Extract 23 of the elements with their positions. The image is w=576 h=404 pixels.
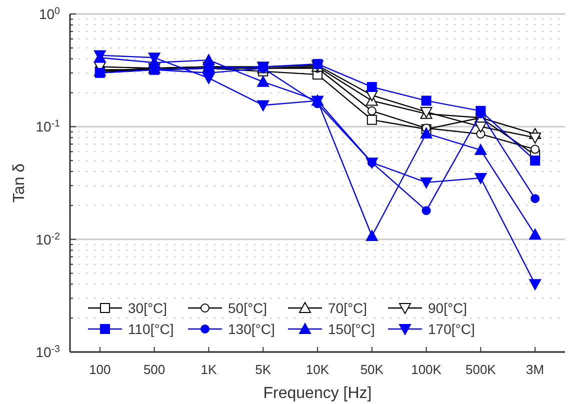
y-tick-label: 10$^{0}$	[38, 6, 61, 22]
y-axis-title: Tan δ	[11, 163, 28, 203]
x-tick-label: 10K	[306, 362, 330, 377]
x-tick-label: 500K	[466, 362, 496, 377]
x-tick-label: 100	[89, 362, 111, 377]
x-tick-label: 100K	[411, 362, 442, 377]
legend-label: 150[°C]	[328, 321, 375, 337]
x-tick-label: 500	[143, 362, 166, 377]
legend-label: 130[°C]	[228, 321, 275, 337]
x-tick-label: 50K	[360, 362, 384, 377]
legend-label: 110[°C]	[128, 321, 174, 337]
y-tick-label: 10$^{-2}$	[36, 230, 60, 248]
y-tick-label: 10$^{-1}$	[36, 118, 60, 135]
legend-label: 50[°C]	[228, 300, 268, 316]
y-tick-label: 10$^{-3}$	[36, 344, 61, 360]
x-axis-title: Frequency [Hz]	[263, 385, 372, 402]
x-tick-label: 3M	[526, 362, 544, 377]
x-tick-label: 5K	[255, 362, 272, 377]
legend-label: 170[°C]	[428, 321, 475, 337]
legend-label: 70[°C]	[328, 300, 368, 316]
legend-label: 90[°C]	[428, 300, 468, 316]
x-tick-label: 1K	[200, 362, 217, 377]
legend-label: 30[°C]	[128, 300, 168, 316]
